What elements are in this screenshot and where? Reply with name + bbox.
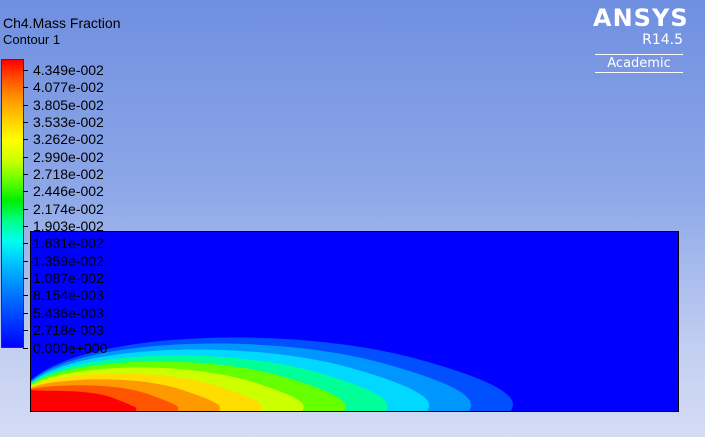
legend-tick: [23, 347, 28, 349]
legend-label: 2.446e-002: [33, 183, 104, 200]
contour-band: [31, 390, 137, 411]
logo-brand: ANSYS: [593, 4, 689, 32]
legend-tick: [23, 139, 28, 141]
legend-label: 5.436e-003: [33, 304, 104, 321]
legend-label: 1.903e-002: [33, 218, 104, 235]
legend-label: 2.990e-002: [33, 148, 104, 165]
legend-label: 1.359e-002: [33, 252, 104, 269]
legend-label: 1.631e-002: [33, 235, 104, 252]
legend-label: 2.718e-002: [33, 166, 104, 183]
legend-tick: [23, 260, 28, 262]
legend-tick: [23, 312, 28, 314]
plot-subtitle: Contour 1: [3, 32, 61, 47]
logo-release: R14.5: [642, 32, 683, 48]
legend-tick: [23, 278, 28, 280]
legend-tick: [23, 174, 28, 176]
plot-title: Ch4.Mass Fraction: [3, 15, 121, 31]
contour-domain: [30, 231, 679, 412]
legend-tick: [23, 330, 28, 332]
colorbar: [1, 59, 24, 348]
legend-tick: [23, 122, 28, 124]
legend-tick: [23, 104, 28, 106]
legend-label: 4.349e-002: [33, 62, 104, 78]
contour-plot: [31, 337, 513, 411]
legend-label: 3.533e-002: [33, 114, 104, 131]
legend-tick: [23, 70, 28, 71]
legend-tick: [23, 243, 28, 245]
legend-label: 2.174e-002: [33, 200, 104, 217]
legend-tick: [23, 208, 28, 210]
legend-tick: [23, 295, 28, 297]
legend-label: 2.718e-003: [33, 322, 104, 339]
ansys-logo: ANSYS R14.5 Academic: [593, 4, 689, 73]
legend-label: 4.077e-002: [33, 79, 104, 96]
legend-label: 3.805e-002: [33, 96, 104, 113]
legend-label: 0.000e+000: [33, 339, 108, 356]
legend-tick: [23, 87, 28, 89]
legend-label: 1.087e-002: [33, 270, 104, 287]
legend-tick: [23, 156, 28, 158]
legend-label: 3.262e-002: [33, 131, 104, 148]
legend-tick: [23, 191, 28, 193]
logo-edition: Academic: [595, 54, 683, 73]
legend-tick: [23, 226, 28, 228]
legend-label: 8.154e-003: [33, 287, 104, 304]
